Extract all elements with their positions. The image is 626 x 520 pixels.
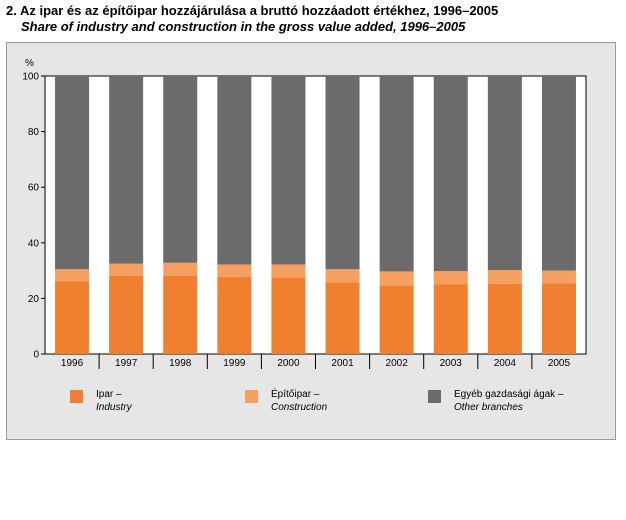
bar-segment [541, 76, 576, 271]
bar-segment [487, 76, 522, 271]
legend-label: Ipar – [96, 389, 122, 400]
y-tick-label: 60 [28, 183, 40, 194]
legend-label-en: Construction [271, 402, 328, 413]
bar-segment [487, 270, 522, 284]
bar-segment [55, 76, 90, 270]
chart-subtitle: Share of industry and construction in th… [21, 19, 466, 34]
bar-segment [433, 271, 468, 285]
x-tick-label: 1996 [61, 358, 84, 369]
x-tick-label: 2000 [277, 358, 300, 369]
y-tick-label: 0 [33, 350, 39, 361]
legend-label: Építőipar – [271, 387, 320, 400]
bar-segment [217, 76, 252, 265]
bar-segment [217, 264, 252, 277]
bar-segment [163, 275, 198, 354]
bar-segment [433, 284, 468, 354]
y-tick-label: 80 [28, 127, 40, 138]
x-tick-label: 1999 [223, 358, 246, 369]
x-tick-label: 2002 [386, 358, 409, 369]
y-tick-label: 100 [22, 72, 39, 83]
legend-swatch [70, 390, 83, 403]
bar-segment [271, 76, 306, 265]
bar-segment [379, 76, 414, 272]
y-tick-label: 40 [28, 238, 40, 249]
legend-swatch [245, 390, 258, 403]
bar-segment [541, 270, 576, 284]
legend-swatch [428, 390, 441, 403]
legend-label-en: Industry [96, 402, 133, 413]
x-tick-label: 1997 [115, 358, 138, 369]
y-axis-unit-label: % [25, 58, 34, 69]
bar-segment [433, 76, 468, 272]
bar-segment [109, 275, 144, 354]
x-tick-label: 1998 [169, 358, 192, 369]
bar-segment [541, 283, 576, 354]
bar-segment [325, 269, 360, 283]
bar-segment [163, 262, 198, 276]
y-tick-label: 20 [28, 294, 40, 305]
bar-segment [55, 281, 90, 354]
bar-segment [379, 271, 414, 286]
bar-segment [325, 76, 360, 270]
bar-segment [217, 276, 252, 354]
legend-label: Egyéb gazdasági ágak – [454, 389, 564, 400]
bar-segment [109, 263, 144, 276]
x-tick-label: 2003 [440, 358, 463, 369]
chart-title: 2. Az ipar és az építőipar hozzájárulása… [6, 3, 499, 18]
bar-segment [271, 277, 306, 354]
x-tick-label: 2005 [548, 358, 571, 369]
legend-label-en: Other branches [454, 402, 523, 413]
bar-segment [487, 283, 522, 354]
bar-segment [109, 76, 144, 264]
x-tick-label: 2001 [331, 358, 354, 369]
bar-segment [55, 269, 90, 282]
bar-segment [163, 76, 198, 263]
bar-segment [325, 282, 360, 354]
bar-segment [379, 285, 414, 354]
x-tick-label: 2004 [494, 358, 517, 369]
bar-segment [271, 264, 306, 278]
